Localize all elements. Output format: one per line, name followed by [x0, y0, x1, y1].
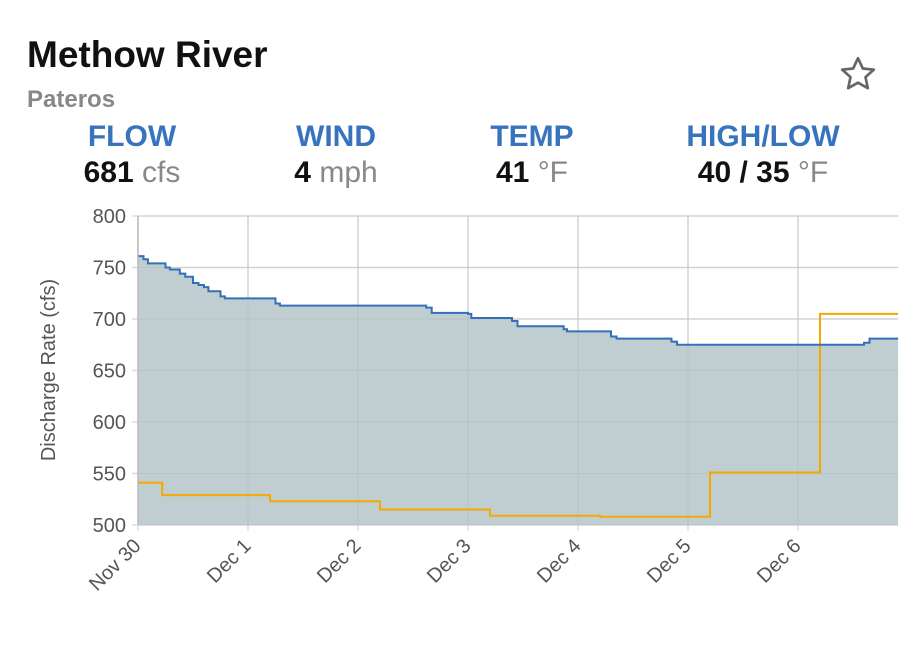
flow-area	[138, 256, 899, 525]
stat-value: 4	[294, 156, 311, 189]
y-tick-label: 650	[93, 361, 126, 383]
y-tick-label: 750	[93, 258, 126, 280]
y-tick-label: 550	[93, 464, 126, 486]
stat-label: HIGH/LOW	[686, 120, 840, 153]
stat-wind: WIND 4 mph	[226, 120, 446, 190]
y-tick-label: 500	[93, 515, 126, 537]
stat-value: 40 / 35	[697, 156, 790, 189]
stat-unit: mph	[319, 156, 378, 189]
x-tick-label: Dec 5	[643, 535, 696, 588]
y-tick-label: 700	[93, 309, 126, 331]
y-tick-label: 600	[93, 412, 126, 434]
stat-flow: FLOW 681 cfs	[22, 120, 242, 190]
flow-step-line	[138, 255, 899, 346]
x-tick-label: Dec 1	[203, 535, 256, 588]
stat-value: 41	[495, 156, 530, 189]
stat-high-low: HIGH/LOW 40 / 35 °F	[653, 120, 873, 190]
river-title: Methow River	[27, 34, 268, 75]
x-tick-label: Nov 30	[85, 535, 145, 595]
y-axis-label: Discharge Rate (cfs)	[38, 279, 60, 461]
stat-value: 681	[83, 156, 134, 189]
location-subtitle: Pateros	[27, 86, 116, 113]
stat-label: WIND	[296, 120, 376, 153]
stat-unit: cfs	[142, 156, 181, 189]
secondary-step-line	[138, 312, 899, 518]
x-tick-label: Dec 3	[423, 535, 476, 588]
stat-label: FLOW	[87, 120, 177, 153]
stat-temp: TEMP 41 °F	[422, 120, 642, 190]
stat-label: TEMP	[490, 120, 574, 153]
x-tick-label: Dec 4	[533, 535, 586, 588]
x-tick-label: Dec 6	[753, 535, 806, 588]
star-outline-icon[interactable]	[838, 54, 878, 94]
y-tick-label: 800	[93, 206, 126, 228]
stat-unit: °F	[537, 156, 569, 189]
x-tick-label: Dec 2	[313, 535, 366, 588]
stat-unit: °F	[797, 156, 829, 189]
